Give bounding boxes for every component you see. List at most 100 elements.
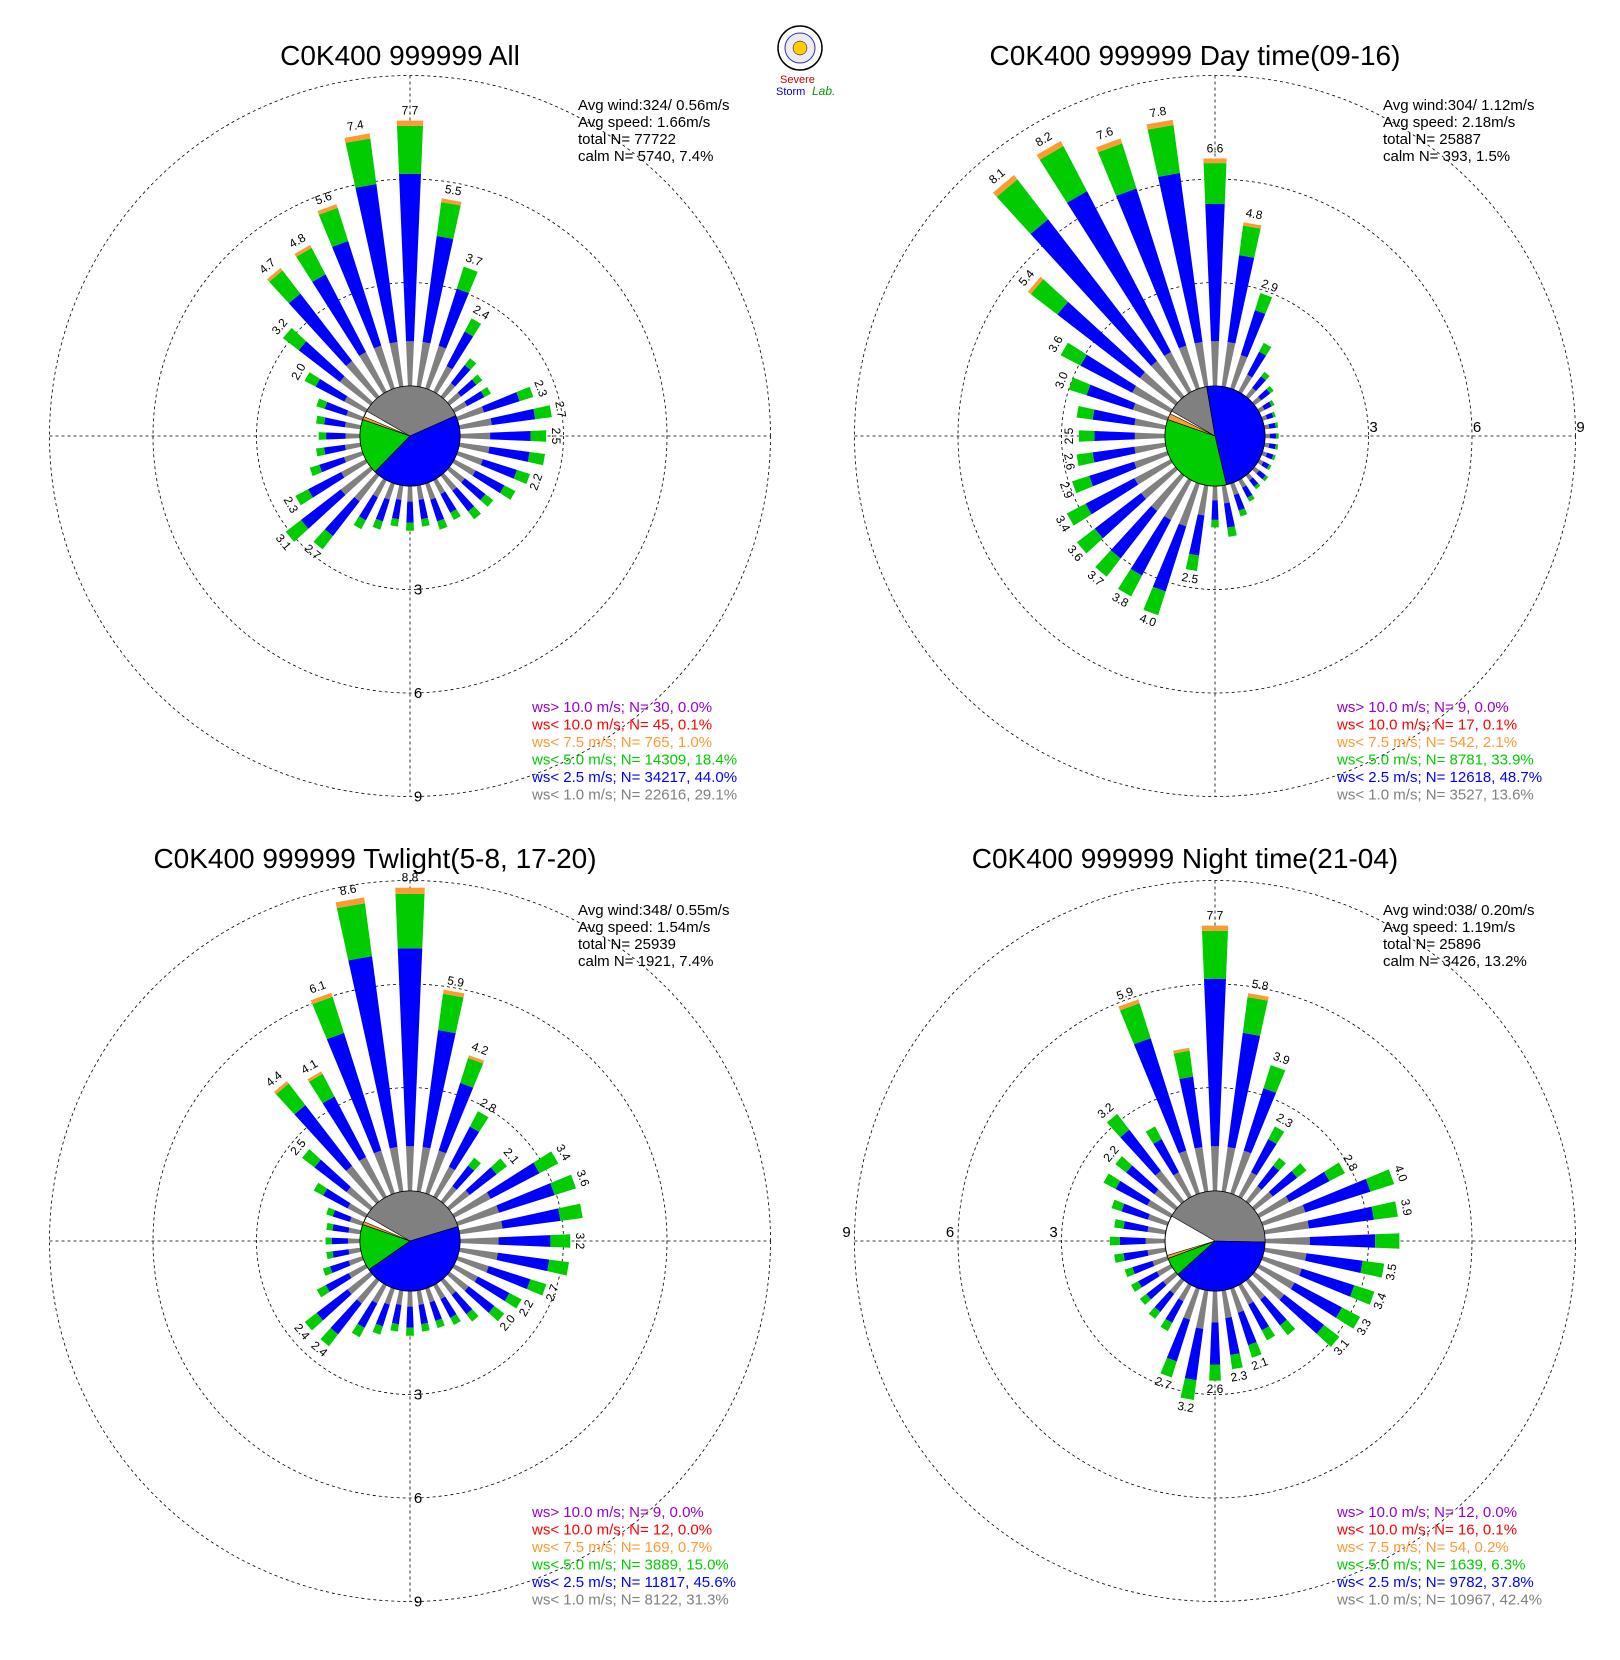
legend-entry-5: ws< 2.5 m/s; N= 9782, 37.8% [1336, 1574, 1534, 1591]
petal-150-seg-1 [440, 1296, 457, 1318]
petal-label-350: 8.6 [339, 881, 358, 898]
petal-200-seg-2 [372, 1323, 383, 1335]
petal-label-190: 3.2 [1176, 1399, 1195, 1416]
petal-label-80: 2.7 [552, 400, 569, 419]
petal-0-seg-0 [406, 341, 414, 387]
petal-70-seg-2 [1365, 1169, 1395, 1192]
ring-label-6: 6 [414, 1490, 422, 1507]
petal-120-seg-1 [474, 1276, 510, 1302]
legend-entry-3: ws< 7.5 m/s; N= 169, 0.7% [531, 1539, 712, 1556]
petal-90-seg-1 [498, 1235, 551, 1247]
petal-label-0: 6.6 [1207, 141, 1224, 155]
petal-310-seg-1 [314, 1159, 351, 1193]
ring-label-3: 3 [1049, 1224, 1057, 1241]
petal-300-seg-0 [347, 1203, 368, 1218]
petal-320-seg-1 [294, 1105, 353, 1171]
petal-60-seg-0 [452, 1192, 491, 1218]
petal-70-seg-0 [1261, 1204, 1306, 1226]
petal-160-seg-1 [429, 1300, 442, 1322]
petal-220-seg-0 [354, 472, 380, 502]
petal-label-190: 2.5 [1180, 570, 1199, 587]
petal-110-seg-1 [486, 1265, 531, 1290]
petal-240-seg-0 [341, 459, 368, 478]
petal-340-seg-1 [326, 1032, 382, 1154]
petal-0-seg-1 [399, 173, 421, 342]
petal-330-seg-1 [1066, 191, 1172, 356]
petal-340-seg-0 [1178, 1150, 1200, 1195]
petal-90-seg-1 [1309, 1234, 1376, 1248]
petal-190-seg-0 [1197, 484, 1209, 516]
legend-entry-3: ws< 7.5 m/s; N= 54, 0.2% [1336, 1539, 1509, 1556]
petal-230-seg-0 [347, 1271, 374, 1295]
petal-350-seg-3 [1173, 1047, 1190, 1054]
petal-160-seg-0 [425, 482, 436, 500]
petal-120-seg-1 [1290, 1282, 1343, 1318]
petal-340-seg-1 [332, 241, 382, 349]
petal-280-seg-0 [1147, 1226, 1167, 1235]
petal-100-seg-1 [488, 446, 530, 462]
petal-20-seg-2 [460, 1057, 484, 1088]
petal-label-90: 3.2 [573, 1233, 587, 1250]
petal-130-seg-2 [488, 1306, 505, 1322]
petal-260-seg-1 [332, 1249, 350, 1258]
petal-30-seg-2 [1268, 1126, 1285, 1144]
legend-entry-4: ws< 5.0 m/s; N= 1639, 6.3% [1336, 1557, 1525, 1574]
petal-label-70: 2.3 [531, 378, 550, 399]
petal-320-seg-1 [1030, 219, 1158, 366]
petal-20-seg-3 [468, 1055, 485, 1064]
petal-320-seg-3 [266, 267, 283, 282]
petal-20-seg-2 [456, 266, 478, 293]
petal-70-seg-1 [1302, 1178, 1371, 1213]
petal-10-seg-3 [1247, 993, 1269, 1001]
petal-180-seg-0 [407, 1290, 413, 1307]
petal-20-seg-1 [1240, 310, 1266, 358]
petal-270-seg-1 [1119, 1237, 1146, 1245]
ring-label-3: 3 [414, 582, 422, 599]
ring-label-9: 9 [1576, 419, 1584, 436]
petal-150-seg-2 [1261, 1326, 1276, 1341]
petal-230-seg-1 [300, 489, 346, 529]
petal-330-seg-0 [359, 351, 387, 394]
petal-240-seg-2 [1130, 1281, 1142, 1292]
petal-0-seg-0 [1211, 1146, 1219, 1192]
petal-70-seg-2 [516, 386, 534, 402]
petal-310-seg-0 [346, 1186, 374, 1211]
petal-50-seg-0 [446, 1190, 470, 1211]
petal-270-seg-0 [347, 1238, 361, 1244]
petal-170-seg-2 [421, 517, 430, 527]
petal-210-seg-2 [1117, 568, 1143, 597]
petal-50-seg-1 [1268, 1171, 1298, 1197]
petal-310-seg-2 [282, 327, 307, 351]
calm-pie-blue [374, 415, 461, 487]
petal-330-seg-1 [1153, 1139, 1179, 1176]
petal-220-seg-2 [313, 529, 333, 550]
petal-350-seg-1 [348, 956, 398, 1149]
petal-10-seg-0 [416, 341, 431, 388]
petal-130-seg-2 [1316, 1325, 1340, 1347]
petal-90-seg-0 [1264, 433, 1270, 439]
stat-line-4: calm N= 393, 1.5% [1383, 148, 1510, 165]
petal-80-seg-0 [1263, 1220, 1310, 1235]
ring-6 [152, 178, 668, 694]
wind-rose-panel-1: C0K400 999999 All3697.75.53.72.42.32.72.… [49, 40, 771, 806]
petal-0-seg-3 [395, 887, 425, 894]
petal-100-seg-1 [496, 1252, 550, 1272]
petal-340-seg-2 [1119, 1003, 1151, 1045]
legend-entry-1: ws> 10.0 m/s; N= 30, 0.0% [531, 699, 712, 716]
legend-entry-6: ws< 1.0 m/s; N= 10967, 42.4% [1336, 1592, 1542, 1609]
petal-240-seg-1 [308, 472, 345, 498]
stat-line-1: Avg wind:348/ 0.55m/s [578, 902, 729, 919]
petal-240-seg-0 [1156, 1264, 1173, 1277]
petal-150-seg-0 [433, 1283, 446, 1300]
petal-190-seg-2 [1185, 553, 1200, 572]
petal-50-seg-2 [1291, 1163, 1307, 1178]
petal-200-seg-0 [384, 1287, 395, 1305]
petal-280-seg-1 [332, 1224, 350, 1233]
stat-line-4: calm N= 3426, 13.2% [1383, 953, 1527, 970]
petal-260-seg-0 [1147, 1247, 1167, 1256]
petal-260-seg-2 [326, 1251, 334, 1260]
petal-210-seg-0 [1164, 478, 1192, 521]
petal-270-seg-0 [345, 433, 361, 439]
petal-310-seg-3 [1027, 276, 1044, 295]
